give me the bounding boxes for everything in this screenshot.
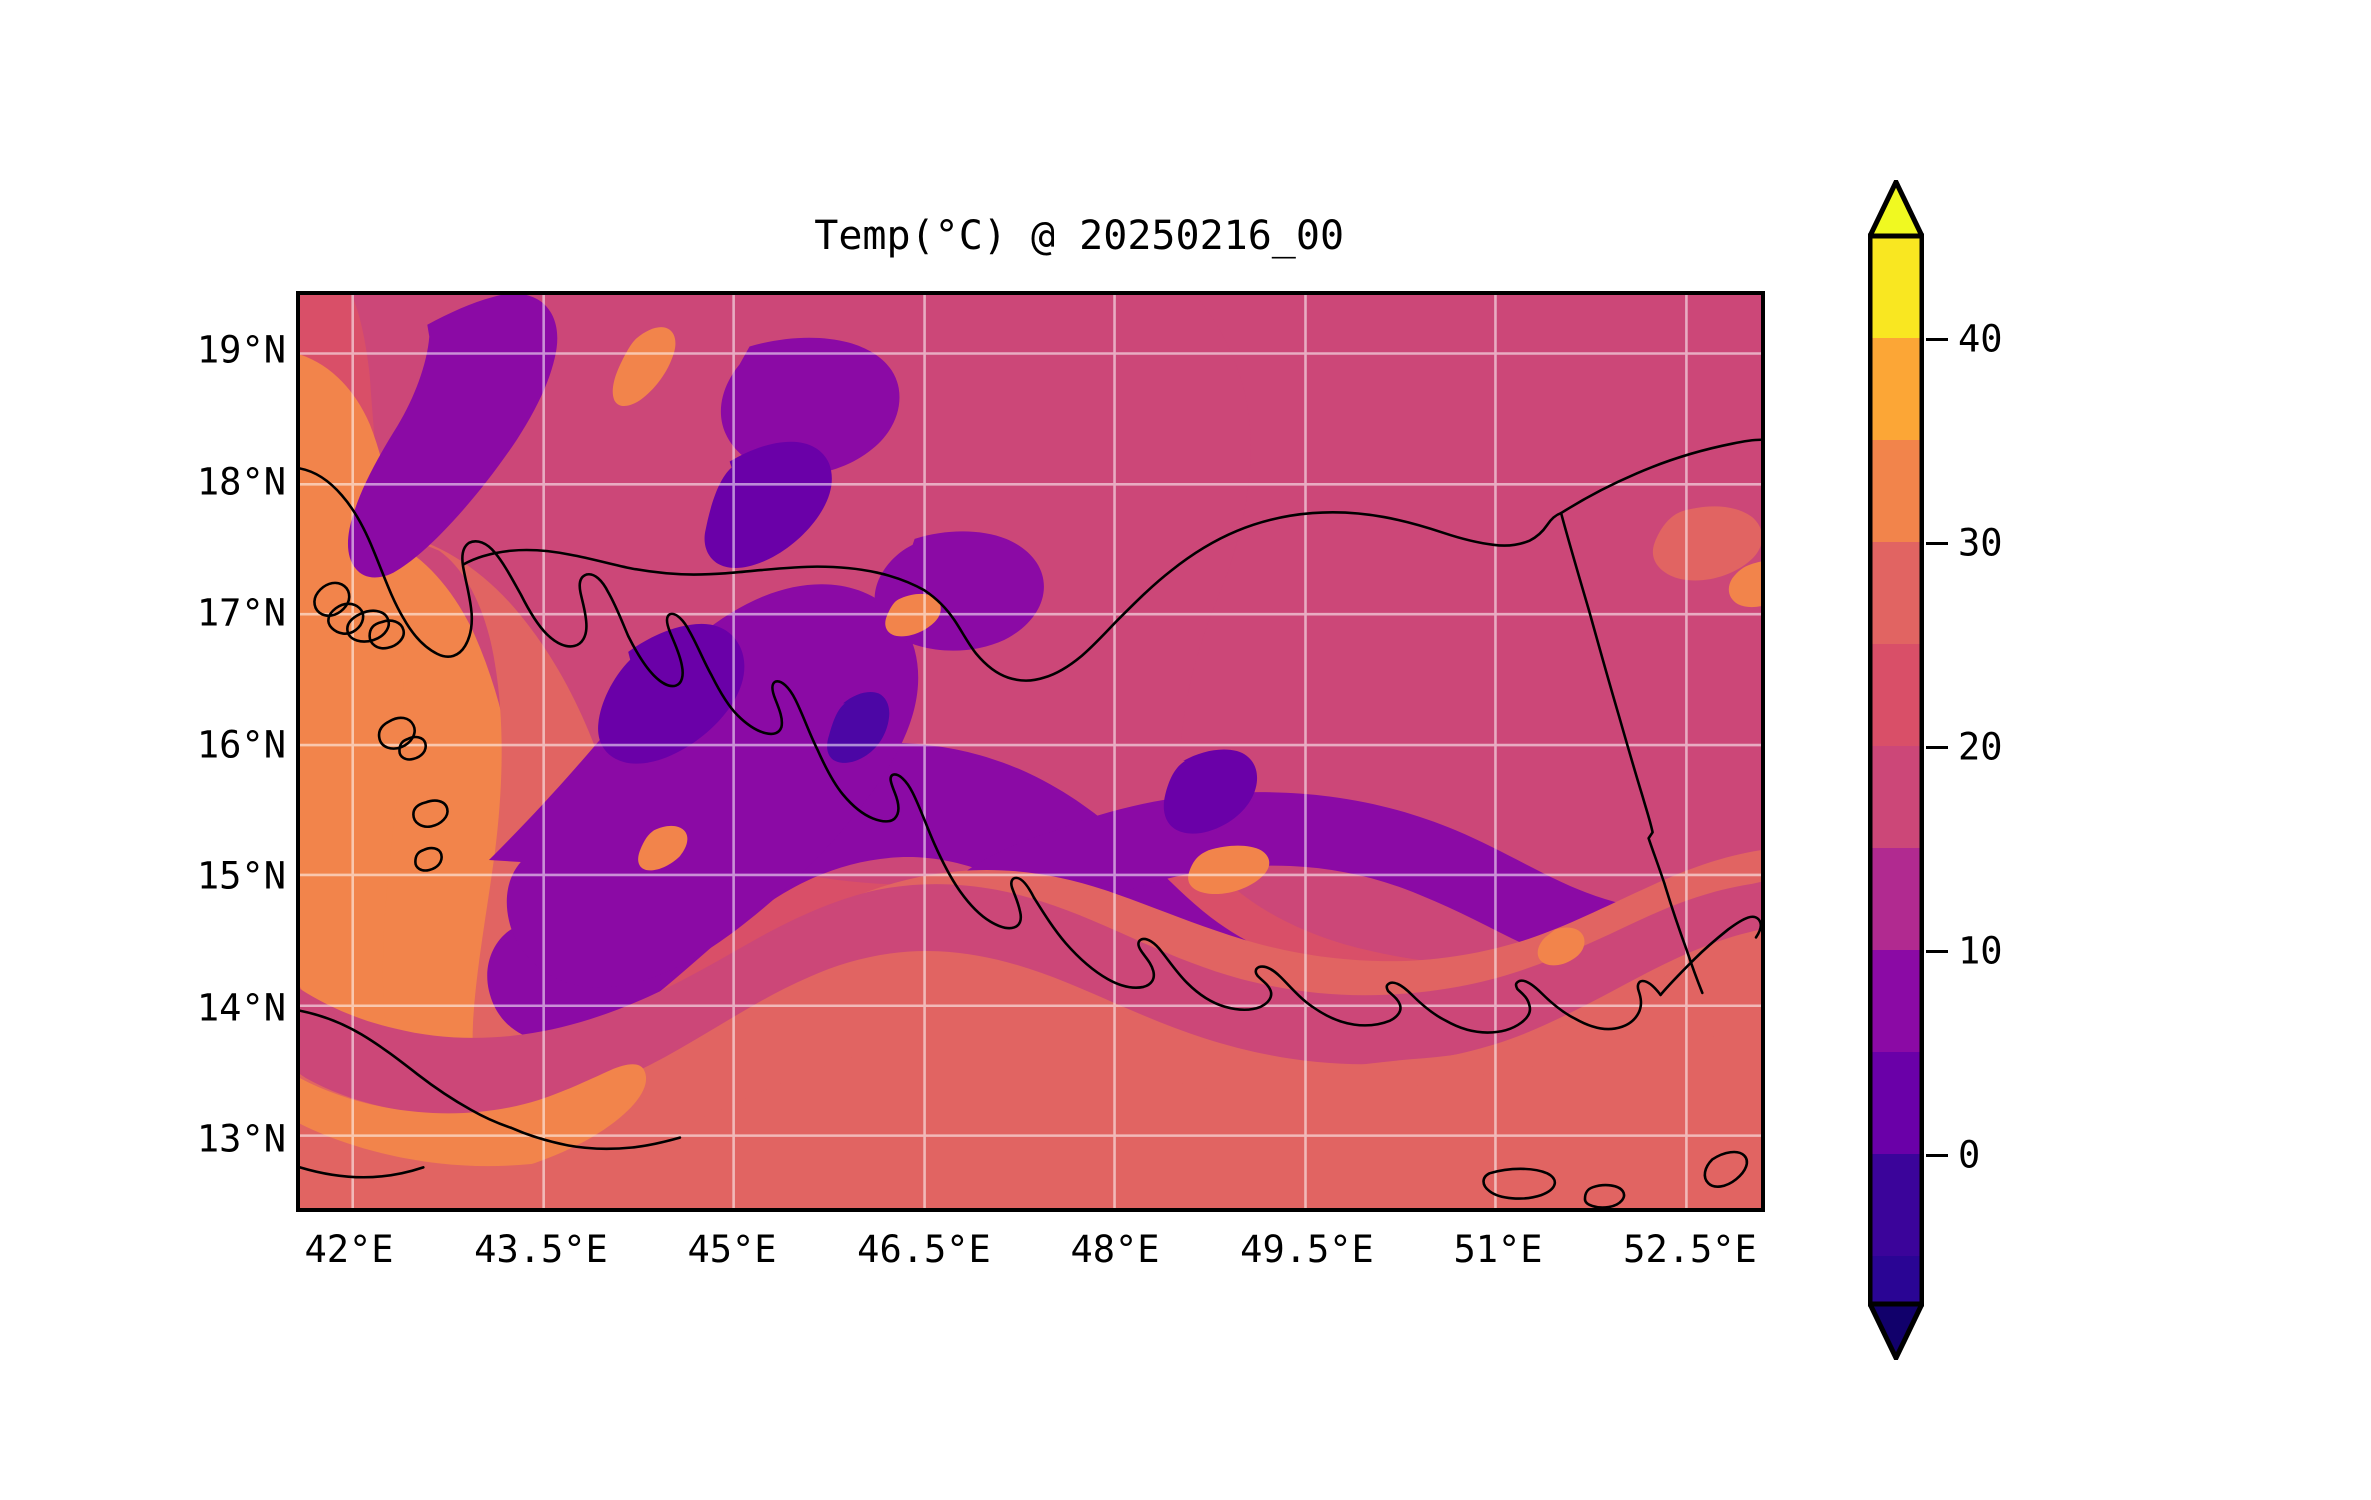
colorbar-band-20-25 xyxy=(1870,644,1922,746)
colorbar-over-arrow xyxy=(1868,180,1924,239)
ytick-label-15n: 15°N xyxy=(196,854,286,898)
colorbar-tick-10 xyxy=(1926,950,1948,953)
coastline-paths xyxy=(300,438,1761,1208)
ytick-label-18n: 18°N xyxy=(196,460,286,504)
xtick-label-51e: 51°E xyxy=(1453,1228,1543,1271)
xtick-label-435e: 43.5°E xyxy=(474,1228,608,1271)
xtick-label-42e: 42°E xyxy=(304,1228,394,1271)
colorbar-tick-30 xyxy=(1926,542,1948,545)
gridlines xyxy=(300,295,1761,1208)
ytick-label-19n: 19°N xyxy=(196,328,286,372)
ytick-label-13n: 13°N xyxy=(196,1117,286,1161)
colorbar-band-neg10-neg5 xyxy=(1870,1256,1922,1304)
colorbar-label-20: 20 xyxy=(1958,725,2003,769)
colorbar-label-40: 40 xyxy=(1958,317,2003,361)
colorbar-band-35-40 xyxy=(1870,338,1922,440)
colorbar-tick-0 xyxy=(1926,1154,1948,1157)
colorbar-band-40-45 xyxy=(1870,236,1922,338)
xtick-label-48e: 48°E xyxy=(1070,1228,1160,1271)
xtick-label-465e: 46.5°E xyxy=(857,1228,991,1271)
xtick-label-525e: 52.5°E xyxy=(1623,1228,1757,1271)
colorbar-label-10: 10 xyxy=(1958,929,2003,973)
colorbar-band-neg5-0 xyxy=(1870,1154,1922,1256)
map-axes xyxy=(296,291,1765,1212)
colorbar-label-0: 0 xyxy=(1958,1133,1981,1177)
colorbar-band-10-15 xyxy=(1870,848,1922,950)
colorbar-label-30: 30 xyxy=(1958,521,2003,565)
colorbar-tick-40 xyxy=(1926,338,1948,341)
xtick-label-45e: 45°E xyxy=(687,1228,777,1271)
colorbar xyxy=(1868,180,1924,1360)
colorbar-band-5-10 xyxy=(1870,950,1922,1052)
colorbar-band-15-20 xyxy=(1870,746,1922,848)
xtick-label-495e: 49.5°E xyxy=(1240,1228,1374,1271)
colorbar-svg xyxy=(1868,180,1924,1360)
title-line-1: Temp(°C) @ 20250216_00 xyxy=(814,213,1345,260)
colorbar-band-25-30 xyxy=(1870,542,1922,644)
ytick-label-14n: 14°N xyxy=(196,986,286,1030)
temperature-field xyxy=(300,295,1761,1208)
ytick-label-17n: 17°N xyxy=(196,591,286,635)
colorbar-band-30-35 xyxy=(1870,440,1922,542)
ytick-label-16n: 16°N xyxy=(196,723,286,767)
colorbar-tick-20 xyxy=(1926,746,1948,749)
colorbar-band-0-5 xyxy=(1870,1052,1922,1154)
colorbar-under-arrow xyxy=(1868,1301,1924,1360)
temperature-contour-svg xyxy=(300,295,1761,1208)
